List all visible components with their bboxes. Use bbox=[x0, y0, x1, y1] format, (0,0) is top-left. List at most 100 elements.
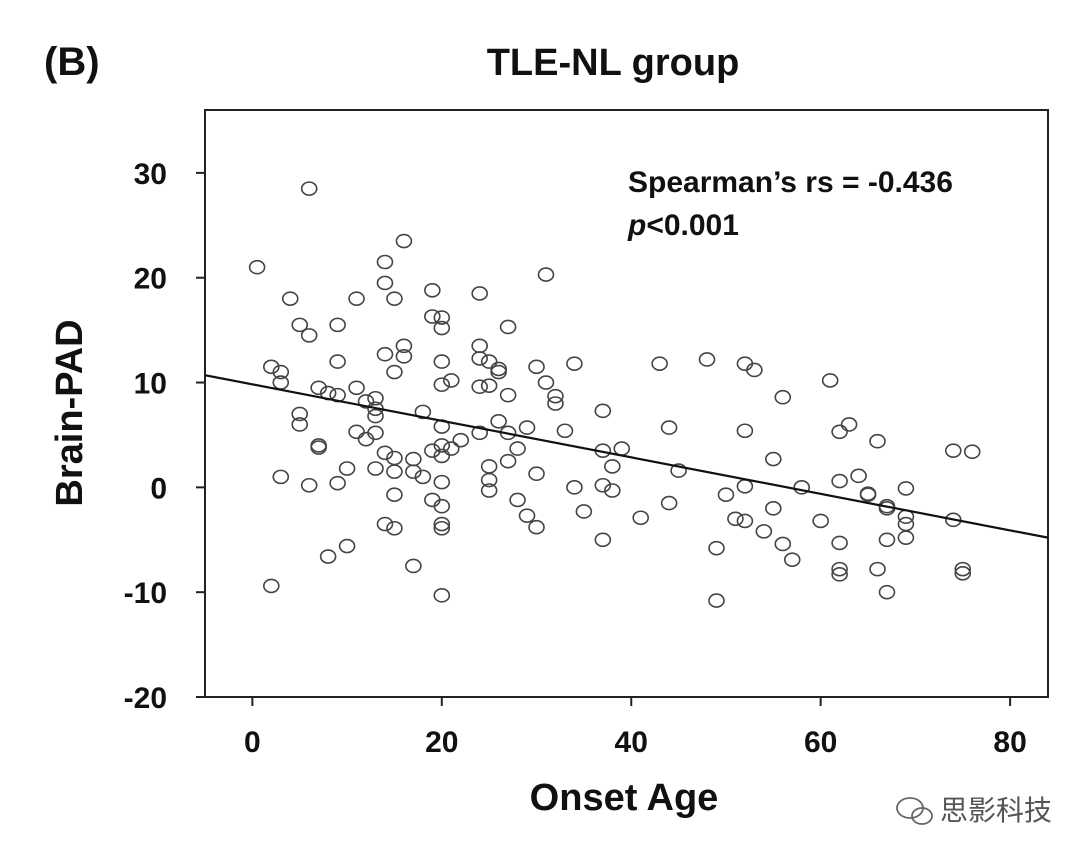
data-point bbox=[405, 451, 422, 467]
data-point bbox=[670, 463, 687, 478]
data-point bbox=[433, 498, 451, 514]
data-point bbox=[480, 459, 498, 474]
data-point bbox=[471, 379, 488, 395]
data-point bbox=[471, 351, 488, 366]
watermark-text: 思影科技 bbox=[940, 794, 1052, 827]
data-point bbox=[248, 259, 266, 275]
plot-frame bbox=[204, 109, 1049, 698]
p-value-annotation: p<0.001 bbox=[627, 209, 739, 242]
data-point bbox=[774, 389, 792, 405]
data-point bbox=[442, 373, 460, 388]
data-point bbox=[433, 320, 451, 336]
data-point bbox=[424, 282, 441, 298]
data-point bbox=[537, 267, 555, 282]
data-point bbox=[708, 540, 725, 556]
x-tick-label: 60 bbox=[804, 726, 837, 759]
data-point bbox=[291, 406, 309, 422]
data-point bbox=[433, 588, 451, 603]
data-point bbox=[433, 354, 451, 369]
data-point bbox=[954, 566, 972, 581]
data-point bbox=[594, 477, 612, 493]
data-point bbox=[433, 310, 451, 325]
data-point bbox=[442, 441, 460, 456]
data-point bbox=[395, 349, 413, 364]
data-point bbox=[603, 483, 621, 498]
x-tick-label: 80 bbox=[993, 726, 1026, 759]
data-point bbox=[433, 438, 451, 453]
data-point bbox=[348, 291, 365, 306]
data-point bbox=[395, 338, 413, 354]
y-axis: -20 -10 0 10 20 30 bbox=[124, 158, 205, 715]
data-point bbox=[831, 561, 848, 577]
data-point bbox=[547, 396, 564, 411]
data-point bbox=[613, 441, 631, 456]
data-point bbox=[480, 472, 498, 488]
data-point bbox=[812, 513, 829, 529]
data-point bbox=[537, 375, 555, 390]
data-point bbox=[869, 561, 886, 577]
data-point bbox=[547, 388, 564, 404]
data-point bbox=[566, 356, 583, 371]
y-tick-label: 30 bbox=[134, 158, 167, 191]
data-point bbox=[338, 461, 356, 476]
data-point bbox=[575, 504, 593, 519]
data-point bbox=[329, 354, 346, 369]
y-tick-label: 10 bbox=[134, 368, 167, 401]
data-point bbox=[897, 516, 915, 532]
x-tick-label: 40 bbox=[615, 726, 648, 759]
data-point bbox=[480, 483, 498, 498]
data-point bbox=[632, 510, 650, 526]
data-point bbox=[357, 394, 375, 409]
data-point bbox=[405, 558, 422, 574]
data-point bbox=[499, 453, 517, 469]
data-point bbox=[376, 346, 394, 362]
data-point bbox=[897, 481, 915, 496]
watermark: 思影科技 bbox=[896, 794, 1052, 827]
data-point bbox=[556, 423, 574, 439]
data-point bbox=[329, 317, 346, 333]
data-point bbox=[367, 390, 384, 406]
data-point bbox=[281, 291, 299, 306]
data-point bbox=[348, 380, 365, 396]
data-point bbox=[528, 466, 545, 482]
x-axis-label: Onset Age bbox=[530, 777, 719, 819]
data-point bbox=[386, 487, 403, 502]
data-point bbox=[518, 420, 536, 435]
data-point bbox=[755, 524, 773, 539]
data-point bbox=[831, 567, 848, 582]
data-point bbox=[708, 593, 725, 608]
data-point bbox=[367, 408, 384, 424]
y-tick-label: 20 bbox=[134, 263, 167, 296]
data-point bbox=[897, 530, 915, 545]
data-point bbox=[338, 538, 356, 554]
y-tick-label: -10 bbox=[124, 577, 167, 610]
data-point bbox=[452, 432, 470, 448]
spearman-annotation: Spearman’s rs = -0.436 bbox=[628, 166, 953, 199]
data-point bbox=[859, 486, 877, 501]
data-point bbox=[499, 387, 517, 403]
data-point bbox=[528, 519, 545, 535]
data-point bbox=[272, 469, 290, 485]
data-point bbox=[300, 328, 318, 343]
data-point bbox=[603, 459, 621, 474]
data-point bbox=[736, 513, 754, 529]
data-point bbox=[480, 354, 498, 369]
data-point bbox=[499, 319, 517, 335]
data-point bbox=[831, 424, 848, 440]
data-point bbox=[291, 317, 309, 333]
data-point bbox=[490, 361, 507, 377]
data-point bbox=[840, 417, 858, 432]
x-tick-label: 20 bbox=[425, 726, 458, 759]
data-point bbox=[765, 451, 782, 467]
panel-label: (B) bbox=[44, 40, 100, 84]
data-point bbox=[736, 423, 754, 439]
data-point bbox=[727, 511, 744, 527]
data-point bbox=[376, 445, 394, 461]
data-point bbox=[263, 359, 280, 375]
data-point bbox=[878, 532, 896, 548]
data-point bbox=[509, 441, 526, 456]
data-point bbox=[386, 464, 403, 479]
y-tick-label: -20 bbox=[124, 682, 167, 715]
data-point bbox=[480, 378, 498, 393]
